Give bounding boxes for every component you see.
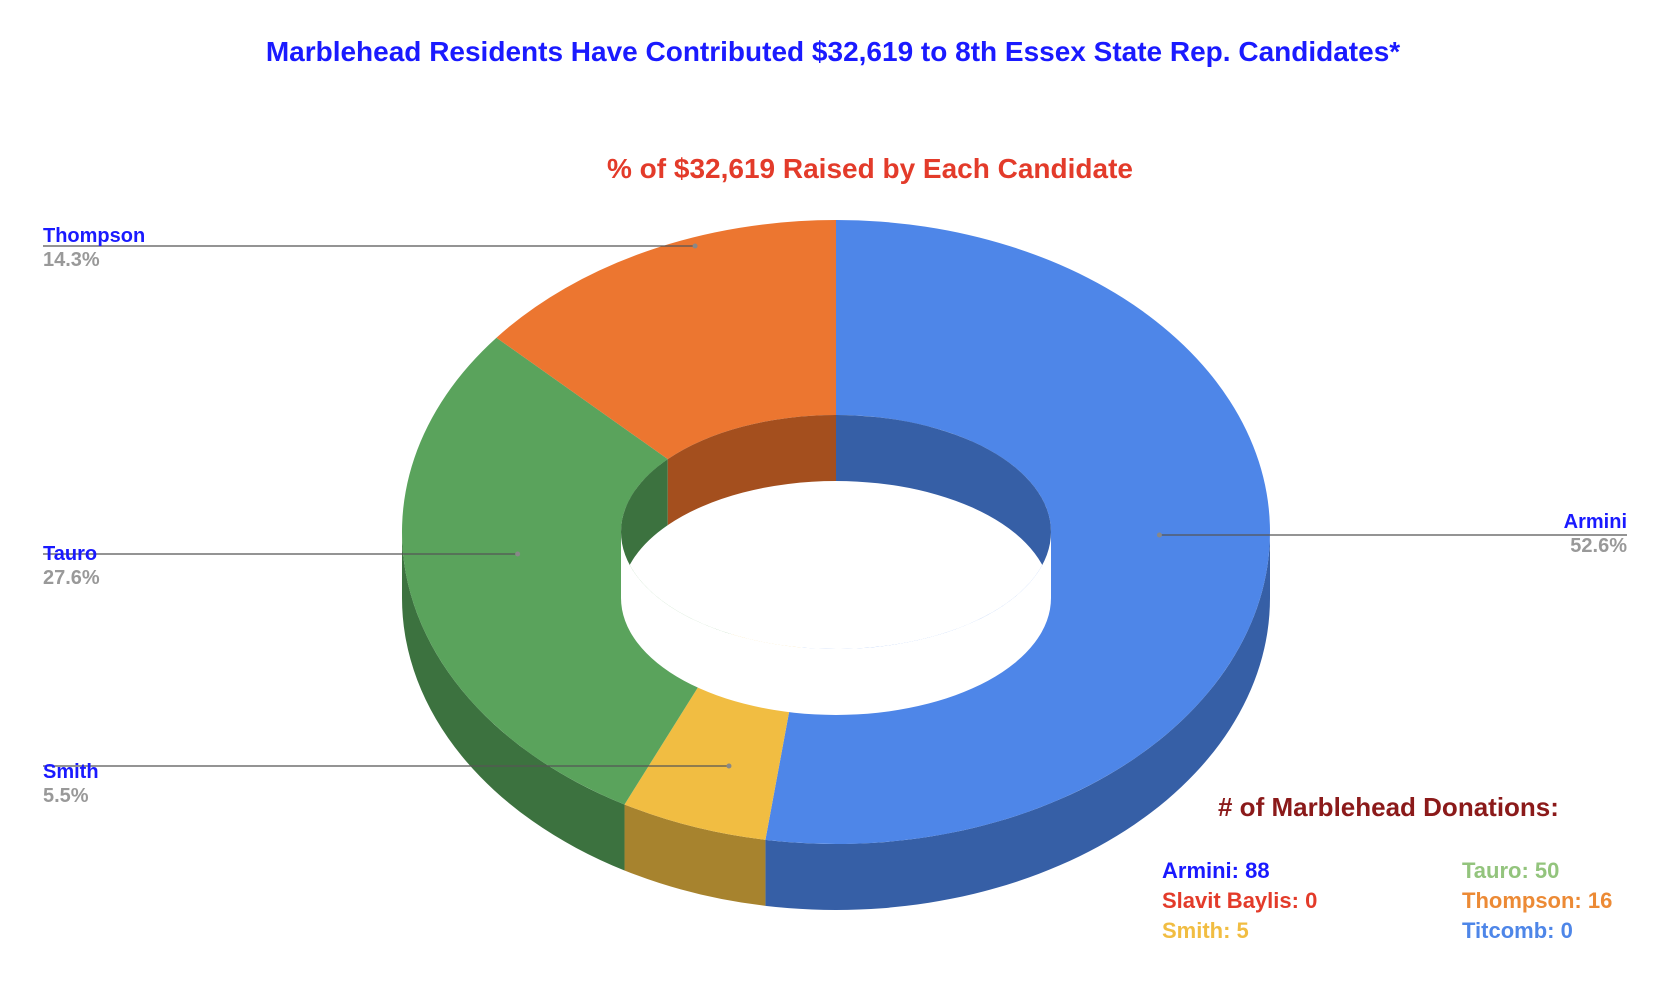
inner-wall-tauro bbox=[621, 459, 668, 598]
donations-title: # of Marblehead Donations: bbox=[1218, 792, 1559, 822]
leader-dot-tauro bbox=[515, 551, 521, 557]
inner-walls bbox=[621, 415, 1051, 715]
slice-label-thompson: Thompson 14.3% bbox=[43, 224, 145, 272]
slice-thompson bbox=[496, 220, 836, 460]
donation-thompson: Thompson: 16 bbox=[1462, 888, 1613, 913]
leader-dot-thompson bbox=[692, 243, 698, 249]
donation-armini: Armini: 88 bbox=[1162, 858, 1270, 883]
slice-label-smith: Smith 5.5% bbox=[43, 760, 99, 808]
donut-top bbox=[402, 220, 1270, 844]
side-smith bbox=[624, 804, 766, 906]
side-tauro bbox=[402, 532, 625, 871]
side-armini bbox=[765, 532, 1270, 910]
slice-label-tauro: Tauro 27.6% bbox=[43, 542, 100, 590]
slice-name-armini: Armini bbox=[1563, 511, 1627, 533]
slice-tauro bbox=[402, 337, 732, 805]
inner-wall-thompson bbox=[667, 415, 836, 526]
slice-name-tauro: Tauro bbox=[43, 543, 98, 565]
leader-dot-smith bbox=[726, 763, 732, 769]
leader-lines bbox=[43, 243, 1627, 769]
hole-front bbox=[621, 532, 1051, 715]
donation-smith: Smith: 5 bbox=[1162, 918, 1249, 943]
slice-pct-armini: 52.6% bbox=[1570, 535, 1627, 557]
leader-dot-armini bbox=[1156, 532, 1162, 538]
chart-title: Marblehead Residents Have Contributed $3… bbox=[265, 36, 1401, 67]
outer-side-walls bbox=[402, 532, 1270, 910]
slice-pct-tauro: 27.6% bbox=[43, 567, 100, 589]
slice-name-thompson: Thompson bbox=[43, 225, 146, 247]
donation-titcomb: Titcomb: 0 bbox=[1462, 918, 1573, 943]
slice-pct-smith: 5.5% bbox=[43, 785, 89, 807]
donation-tauro: Tauro: 50 bbox=[1462, 858, 1560, 883]
inner-wall-armini bbox=[836, 415, 1051, 598]
slice-label-armini: Armini 52.6% bbox=[1564, 510, 1627, 558]
slice-pct-thompson: 14.3% bbox=[43, 249, 100, 271]
chart-subtitle: % of $32,619 Raised by Each Candidate bbox=[607, 153, 1133, 184]
donation-slavit-baylis: Slavit Baylis: 0 bbox=[1162, 888, 1318, 913]
slice-name-smith: Smith bbox=[43, 761, 99, 783]
